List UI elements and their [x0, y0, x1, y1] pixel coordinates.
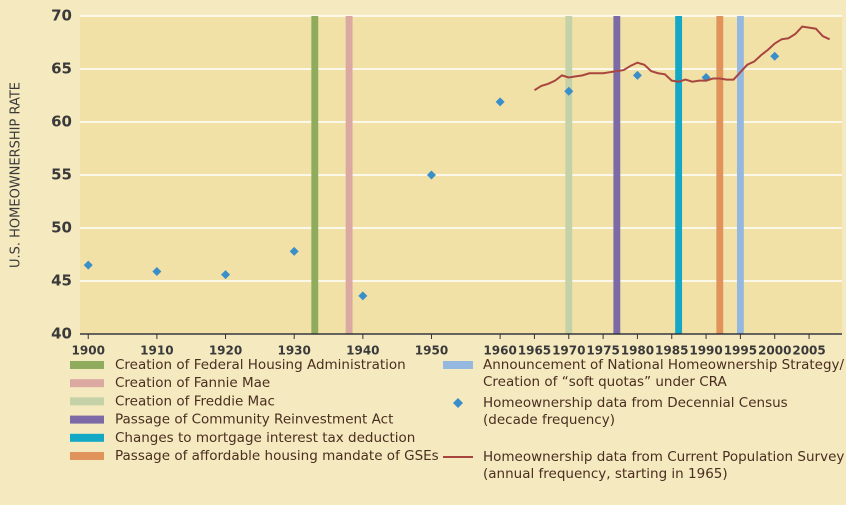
- x-tick-label: 1910: [140, 344, 173, 358]
- legend-swatch: [70, 361, 104, 369]
- legend-label: (annual frequency, starting in 1965): [483, 466, 728, 482]
- census-point: [632, 70, 642, 80]
- x-tick-label: 1985: [655, 344, 688, 358]
- x-tick-label: 1970: [552, 344, 585, 358]
- legend-label: Passage of affordable housing mandate of…: [115, 448, 439, 464]
- census-point: [495, 97, 505, 107]
- y-axis-label: U.S. HOMEOWNERSHIP RATE: [9, 82, 24, 268]
- x-tick-label: 1995: [724, 344, 757, 358]
- census-point: [221, 270, 231, 280]
- y-tick-label: 45: [51, 272, 72, 290]
- event-band: [675, 16, 683, 334]
- legend-label: Creation of Fannie Mae: [115, 375, 270, 391]
- x-tick-label: 1930: [277, 344, 310, 358]
- y-tick-label: 40: [51, 325, 72, 343]
- legend-label: Creation of “soft quotas” under CRA: [483, 374, 727, 390]
- x-tick-label: 2005: [792, 344, 825, 358]
- x-tick-label: 1975: [586, 344, 619, 358]
- legend-swatch: [70, 433, 104, 442]
- y-tick-label: 55: [51, 166, 72, 184]
- x-tick-label: 1980: [621, 344, 654, 358]
- legend-label: Homeownership data from Decennial Census: [483, 395, 788, 411]
- x-tick-label: 1950: [415, 344, 448, 358]
- event-band: [736, 16, 744, 334]
- census-point: [426, 170, 436, 180]
- legend-label: Creation of Federal Housing Administrati…: [115, 357, 406, 373]
- event-band: [345, 16, 353, 334]
- legend-label: Creation of Freddie Mac: [115, 393, 275, 409]
- legend-swatch: [70, 397, 104, 406]
- census-point: [289, 246, 299, 256]
- legend-label: (decade frequency): [483, 412, 615, 428]
- legend-label: Changes to mortgage interest tax deducti…: [115, 430, 415, 446]
- legend-label: Announcement of National Homeownership S…: [483, 357, 845, 373]
- legend-swatch: [443, 361, 473, 369]
- x-tick-label: 2000: [758, 344, 791, 358]
- event-band: [311, 16, 319, 334]
- y-tick-label: 50: [51, 219, 72, 237]
- x-tick-label: 1960: [483, 344, 516, 358]
- legend-swatch: [70, 415, 104, 424]
- event-band: [613, 16, 621, 334]
- census-point: [770, 51, 780, 61]
- x-tick-label: 1920: [209, 344, 242, 358]
- x-tick-label: 1900: [72, 344, 105, 358]
- y-tick-label: 60: [51, 113, 72, 131]
- cps-line: [533, 25, 831, 92]
- y-tick-label: 70: [51, 7, 72, 25]
- x-tick-label: 1965: [518, 344, 551, 358]
- legend-swatch: [453, 398, 463, 408]
- y-tick-label: 65: [51, 60, 72, 78]
- x-tick-label: 1990: [689, 344, 722, 358]
- census-point: [83, 260, 93, 270]
- legend-swatch: [70, 452, 104, 460]
- legend-swatch: [70, 379, 104, 388]
- event-band: [565, 16, 573, 334]
- census-point: [564, 86, 574, 96]
- event-band: [716, 16, 724, 334]
- legend-label: Passage of Community Reinvestment Act: [115, 412, 393, 428]
- census-point: [152, 266, 162, 276]
- census-point: [358, 291, 368, 301]
- x-tick-label: 1940: [346, 344, 379, 358]
- legend-label: Homeownership data from Current Populati…: [483, 449, 844, 465]
